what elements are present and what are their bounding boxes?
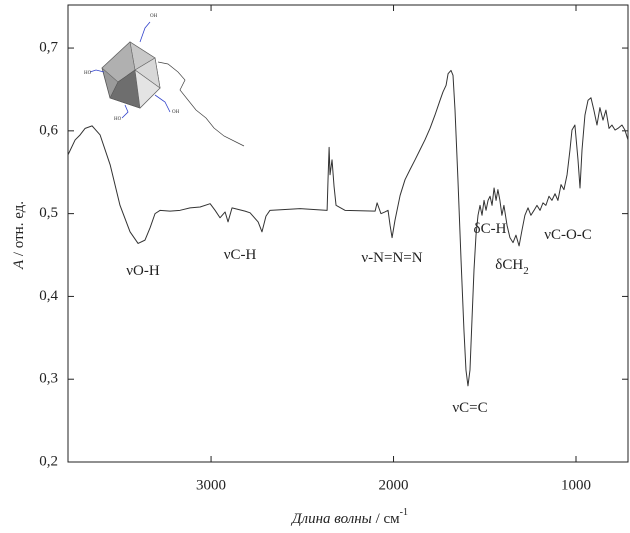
x-axis-label: Длина волны / см-1 <box>290 507 408 527</box>
annotation: νC-H <box>224 247 257 263</box>
annotation: νO-H <box>126 263 160 279</box>
bond <box>139 21 151 43</box>
molecule-inset: OH HO OH HO <box>84 14 245 147</box>
annotation-text: νO-H <box>126 263 160 279</box>
annotation-text: δCH <box>495 257 523 273</box>
annotation: νC=C <box>452 400 487 416</box>
y-tick-label: 0,7 <box>39 39 58 55</box>
spectrum-line <box>67 69 629 387</box>
cluster-face <box>134 69 161 109</box>
annotation-text: νC=C <box>452 400 487 416</box>
annotation: δCH2 <box>495 257 528 276</box>
annotation: δC-H <box>474 221 507 237</box>
y-tick-label: 0,6 <box>39 122 58 138</box>
x-tick-label: 3000 <box>196 477 226 493</box>
annotation-subscript: 2 <box>523 265 529 277</box>
y-tick-label: 0,2 <box>39 453 58 469</box>
annotation-text: ν-N=N=N <box>361 250 422 266</box>
x-tick-label: 1000 <box>561 477 591 493</box>
chain <box>157 61 245 147</box>
annotation-text: νC-O-C <box>544 227 592 243</box>
plot-frame <box>67 4 629 463</box>
bond <box>89 69 105 73</box>
y-tick-label: 0,5 <box>39 205 58 221</box>
y-tick-label: 0,3 <box>39 371 58 387</box>
annotation-text: νC-H <box>224 247 257 263</box>
annotation: νC-O-C <box>544 227 592 243</box>
y-axis-label: A / отн. ед. <box>11 201 27 270</box>
bond <box>154 94 171 113</box>
inset-label: OH <box>150 14 158 19</box>
bond <box>121 104 129 119</box>
y-tick-label: 0,4 <box>39 288 58 304</box>
inset-label: OH <box>172 110 180 115</box>
inset-label: HO <box>114 117 122 122</box>
annotation: ν-N=N=N <box>361 250 422 266</box>
annotation-text: δC-H <box>474 221 507 237</box>
x-tick-label: 2000 <box>379 477 409 493</box>
inset-label: HO <box>84 71 92 76</box>
